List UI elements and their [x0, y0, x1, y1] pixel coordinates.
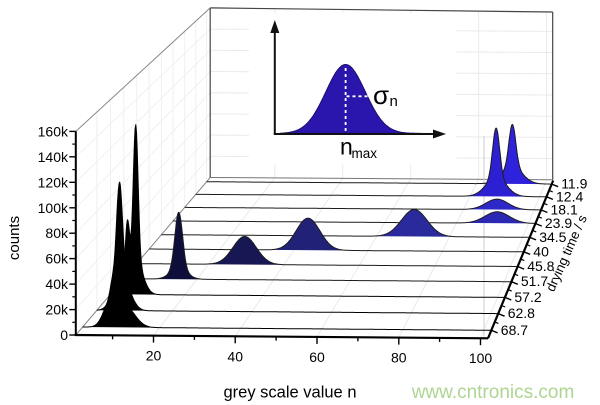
svg-text:68.7: 68.7	[501, 322, 528, 338]
svg-text:23.9: 23.9	[545, 215, 572, 231]
svg-text:60k: 60k	[45, 251, 69, 267]
svg-text:100k: 100k	[38, 200, 69, 216]
svg-text:60: 60	[309, 349, 325, 365]
svg-text:12.4: 12.4	[556, 188, 583, 204]
svg-text:80: 80	[391, 350, 407, 366]
svg-text:140k: 140k	[38, 149, 69, 165]
svg-text:counts: counts	[6, 216, 23, 260]
svg-text:20: 20	[146, 348, 162, 364]
svg-text:0: 0	[60, 327, 68, 343]
svg-text:grey scale value n: grey scale value n	[224, 384, 357, 402]
svg-text:20k: 20k	[45, 302, 69, 318]
svg-text:40: 40	[533, 243, 549, 259]
svg-text:n: n	[340, 134, 353, 160]
svg-text:n: n	[390, 93, 398, 110]
svg-text:62.8: 62.8	[508, 305, 535, 321]
svg-text:40k: 40k	[45, 276, 69, 292]
svg-text:160k: 160k	[38, 123, 69, 139]
svg-text:max: max	[352, 146, 378, 161]
svg-text:11.9: 11.9	[561, 176, 587, 192]
svg-text:www.cntronics.com: www.cntronics.com	[411, 382, 575, 403]
svg-text:80k: 80k	[45, 225, 69, 241]
svg-text:40: 40	[227, 348, 243, 364]
svg-text:45.8: 45.8	[527, 258, 554, 274]
svg-text:18.1: 18.1	[551, 201, 578, 217]
svg-text:σ: σ	[373, 80, 389, 110]
svg-text:34.5: 34.5	[539, 229, 566, 245]
svg-text:57.2: 57.2	[514, 289, 541, 305]
svg-text:120k: 120k	[38, 174, 69, 190]
svg-text:51.7: 51.7	[521, 273, 548, 289]
svg-text:100: 100	[469, 350, 493, 366]
